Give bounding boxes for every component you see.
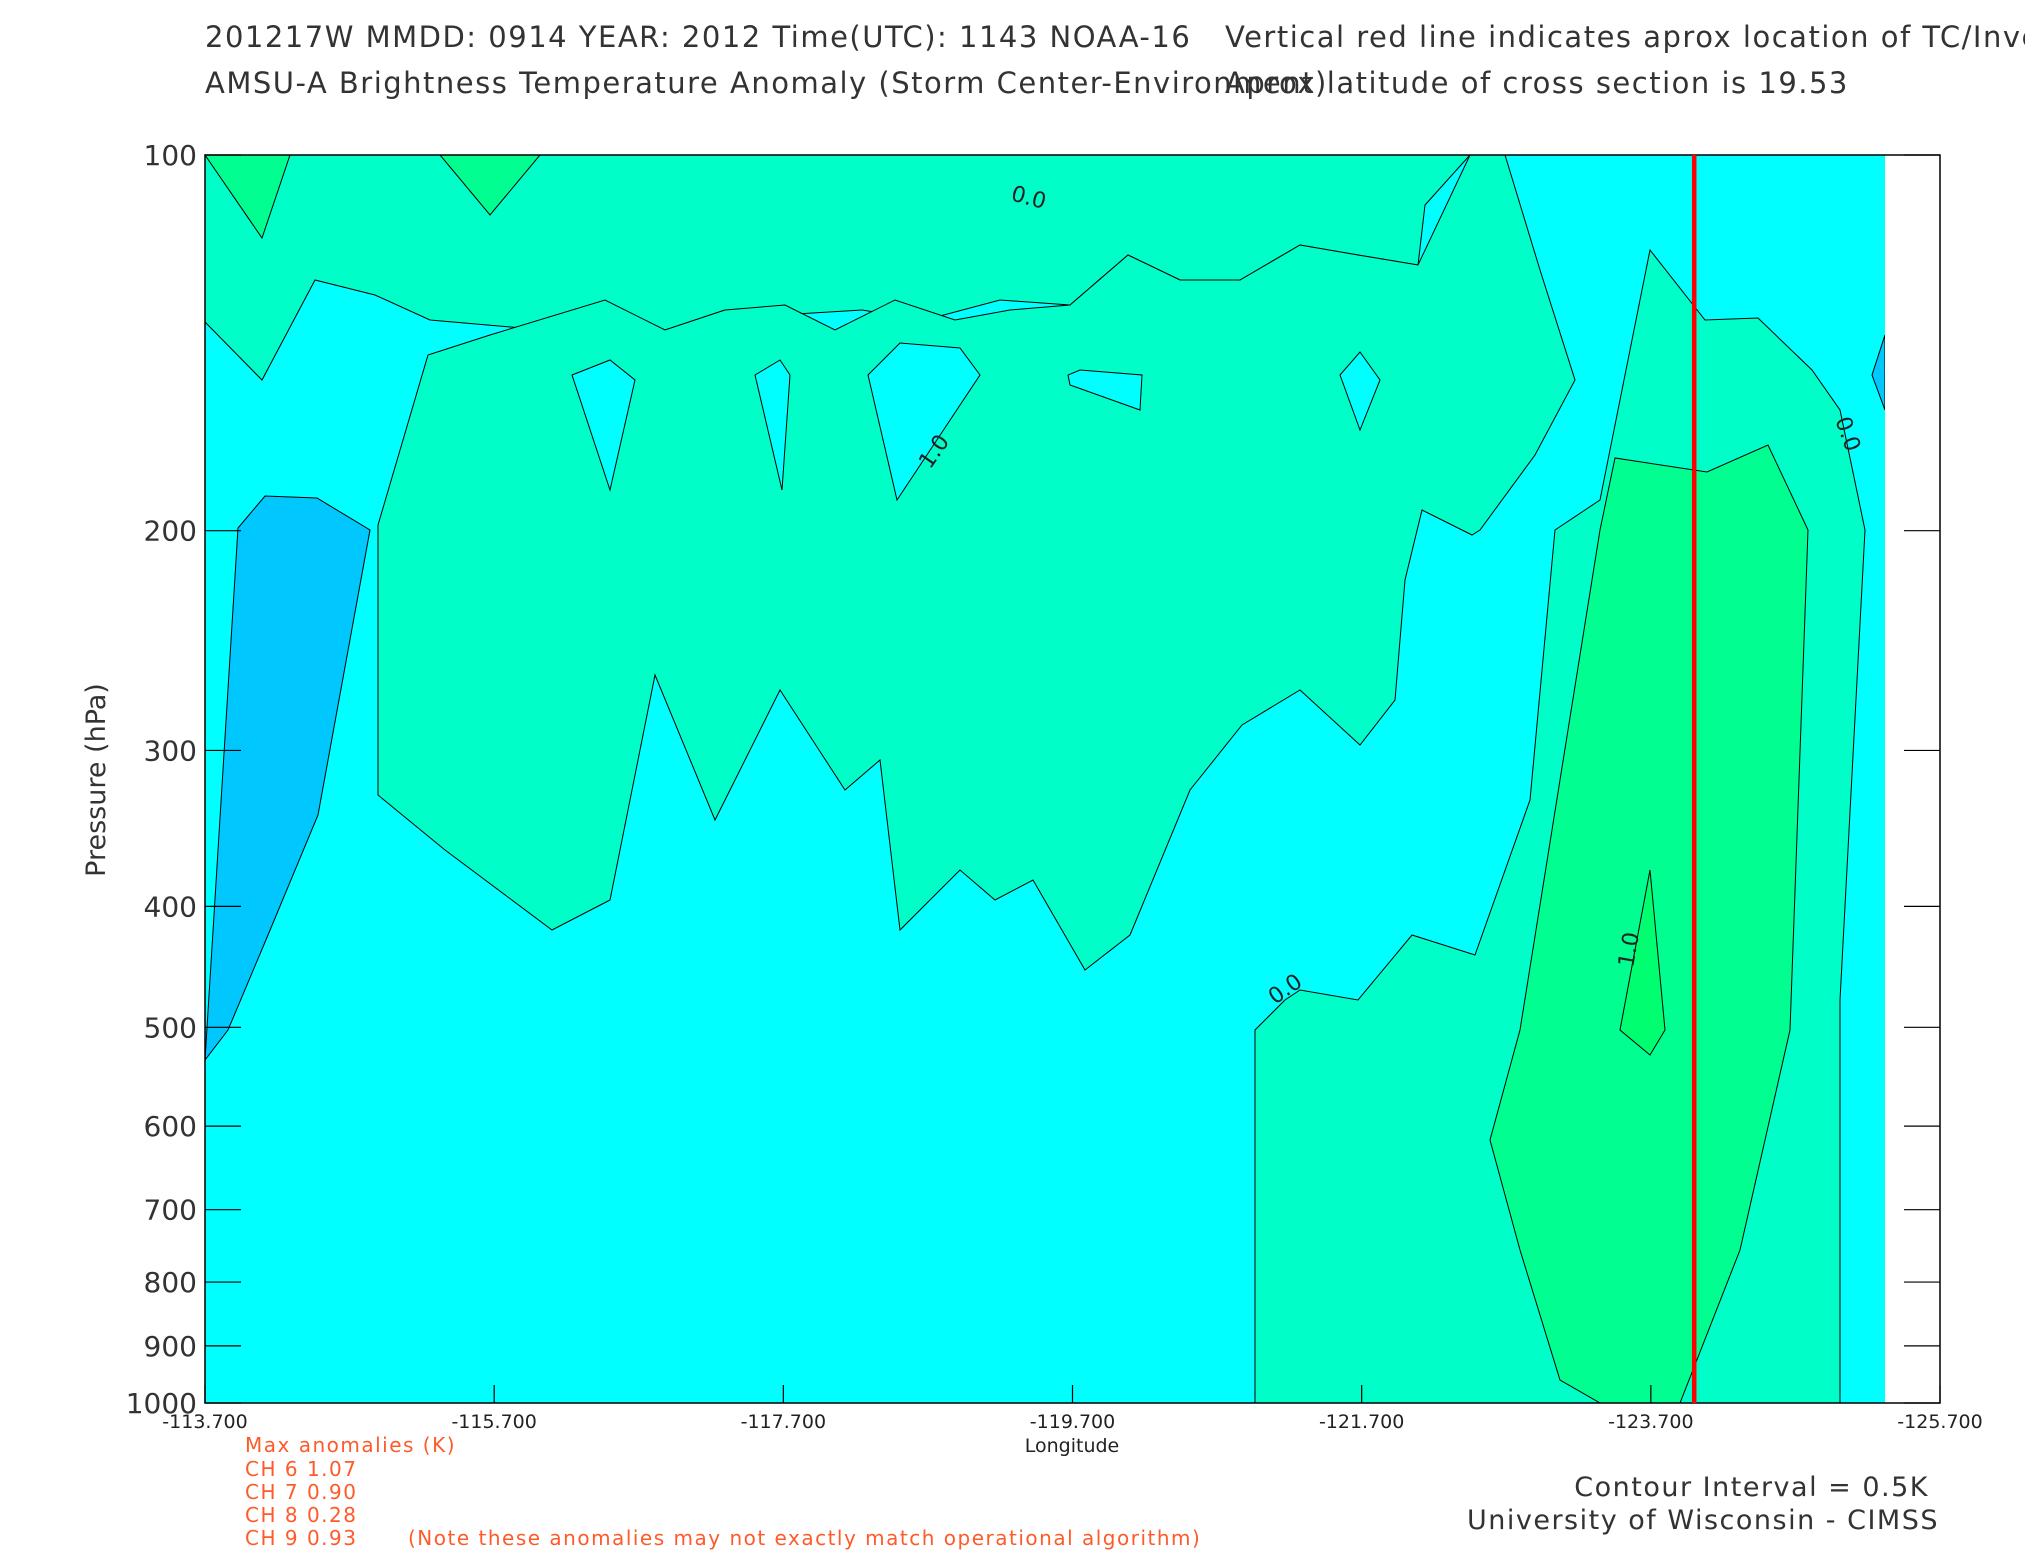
x-tick-label: -117.700 [741, 1411, 826, 1433]
y-tick-label: 100 [144, 139, 197, 172]
header-line2-left: AMSU-A Brightness Temperature Anomaly (S… [205, 66, 1328, 100]
x-tick-label: -119.700 [1030, 1411, 1115, 1433]
x-axis-title: Longitude [1025, 1435, 1120, 1457]
contour-region-pos-mid [377, 154, 1576, 971]
x-tick-label: -121.700 [1319, 1411, 1404, 1433]
x-tick-label: -123.700 [1608, 1411, 1693, 1433]
max-anomalies-row: CH 8 0.28 [245, 1503, 358, 1527]
header-line1-left: 201217W MMDD: 0914 YEAR: 2012 Time(UTC):… [205, 20, 1192, 54]
contour-hole-4 [1067, 369, 1143, 411]
max-anomalies-row: CH 7 0.90 [245, 1480, 358, 1504]
header-line2-right: Aprox latitude of cross section is 19.53 [1225, 66, 1849, 100]
x-tick-label: -113.700 [162, 1411, 247, 1433]
max-anomalies-row: CH 6 1.07 [245, 1457, 358, 1481]
header-line1-right: Vertical red line indicates aprox locati… [1225, 20, 2025, 54]
y-tick-label: 1000 [126, 1387, 197, 1420]
contour-region-neg [204, 495, 371, 1062]
max-anomalies-row: CH 9 0.93 [245, 1526, 358, 1550]
contour-interval-label: Contour Interval = 0.5K [1574, 1472, 1929, 1503]
unplotted-strip [1885, 155, 1940, 1403]
contour-hole-3 [867, 342, 981, 502]
max-anomalies-note: (Note these anomalies may not exactly ma… [408, 1526, 1202, 1550]
contour-region-core [1619, 869, 1666, 1056]
max-anomalies-title: Max anomalies (K) [245, 1433, 457, 1457]
contour-hole-5 [1339, 351, 1381, 432]
x-tick-label: -125.700 [1897, 1411, 1982, 1433]
y-tick-label: 200 [144, 515, 197, 548]
y-tick-label: 400 [144, 890, 197, 923]
y-tick-label: 900 [144, 1330, 197, 1363]
x-axis: -113.700 -115.700 -117.700 -119.700 -121.700… [162, 1385, 1983, 1433]
contour-hole-2 [754, 359, 791, 491]
y-axis: 100 200 300 400 500 600 700 800 900 1000 [126, 139, 1940, 1420]
y-tick-label: 700 [144, 1194, 197, 1227]
y-tick-label: 600 [144, 1110, 197, 1143]
y-tick-label: 500 [144, 1011, 197, 1044]
y-tick-label: 300 [144, 734, 197, 767]
y-tick-label: 800 [144, 1266, 197, 1299]
credit-label: University of Wisconsin - CIMSS [1466, 1505, 1939, 1536]
contour-label-1.0-core: 1.0 [1614, 930, 1645, 969]
contour-hole-1 [571, 359, 636, 492]
x-tick-label: -115.700 [451, 1411, 536, 1433]
y-axis-title: Pressure (hPa) [81, 683, 112, 877]
